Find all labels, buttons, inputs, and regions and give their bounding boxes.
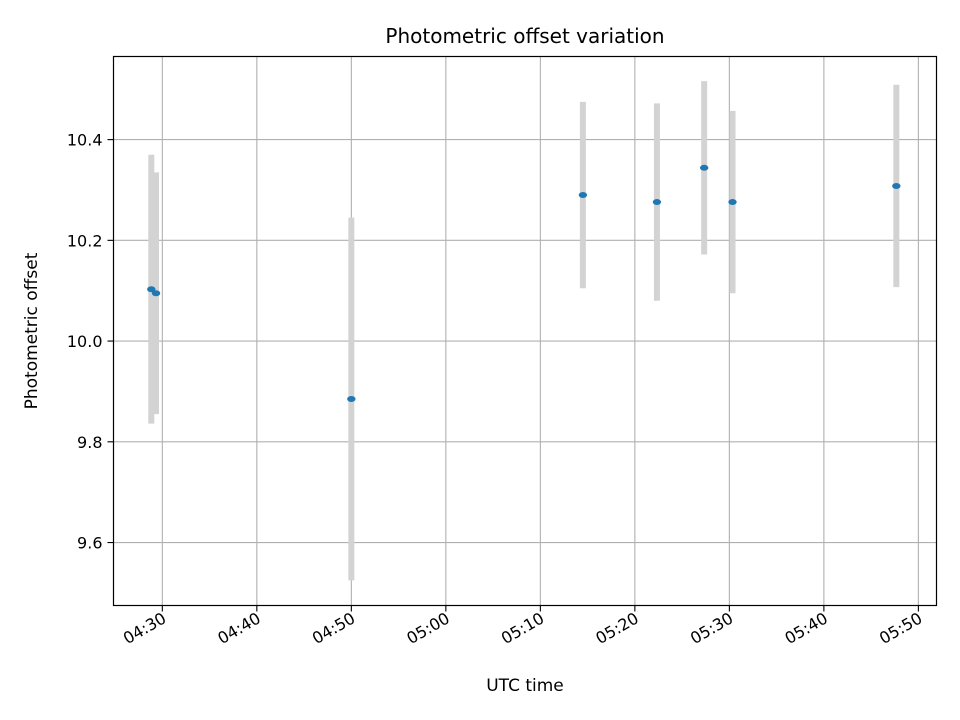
data-point (652, 199, 662, 206)
y-axis-title: Photometric offset (22, 252, 42, 409)
y-tick-label: 10.2 (67, 231, 103, 250)
data-point (151, 290, 161, 297)
y-axis: 9.6 9.8 10.0 10.2 10.4 (67, 131, 114, 553)
data-points (147, 164, 901, 402)
data-point (147, 286, 156, 293)
plot-frame (112, 55, 938, 607)
data-point (578, 192, 588, 199)
data-point (347, 395, 356, 402)
y-tick-label: 9.6 (77, 534, 102, 553)
x-axis-title: UTC time (486, 676, 564, 696)
data-point (699, 164, 709, 171)
y-tick-label: 9.8 (77, 433, 102, 452)
chart-title: Photometric offset variation (385, 24, 664, 48)
data-point (892, 182, 901, 189)
y-tick-label: 10.0 (67, 332, 103, 351)
data-point (728, 199, 737, 206)
y-tick-label: 10.4 (67, 131, 103, 150)
